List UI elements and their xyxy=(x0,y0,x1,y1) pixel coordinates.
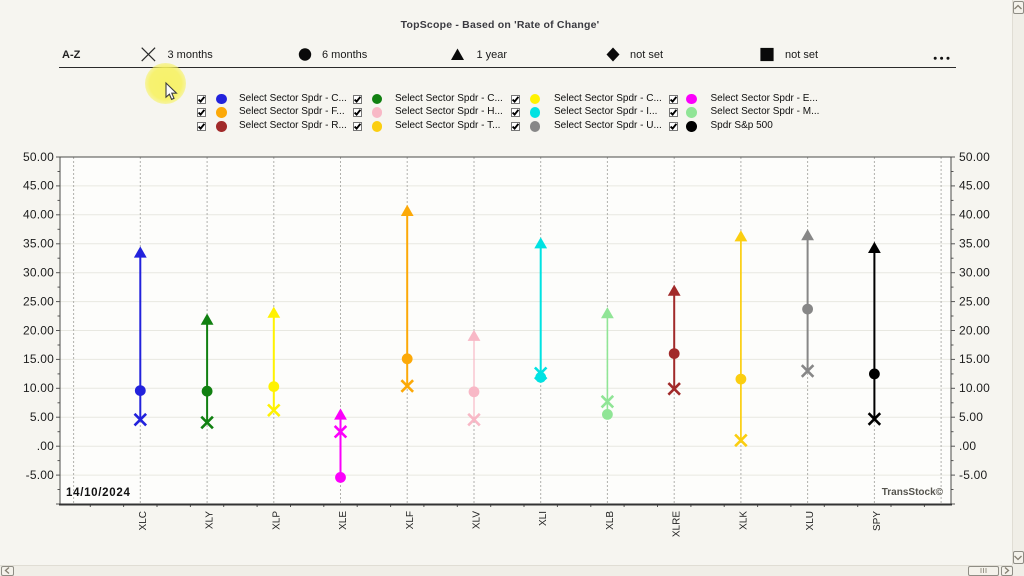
svg-text:XLRE: XLRE xyxy=(672,511,683,537)
svg-text:SPY: SPY xyxy=(872,511,883,531)
svg-text:-5.00: -5.00 xyxy=(26,468,54,482)
svg-text:14/10/2024: 14/10/2024 xyxy=(66,487,131,499)
svg-text:40.00: 40.00 xyxy=(959,208,990,222)
svg-text:45.00: 45.00 xyxy=(959,179,990,193)
svg-text:XLU: XLU xyxy=(805,511,816,530)
svg-text:30.00: 30.00 xyxy=(959,266,990,280)
svg-text:XLB: XLB xyxy=(605,511,616,530)
svg-text:XLI: XLI xyxy=(538,511,549,526)
svg-text:5.00: 5.00 xyxy=(30,410,54,424)
svg-text:5.00: 5.00 xyxy=(959,410,983,424)
svg-text:20.00: 20.00 xyxy=(959,323,990,337)
svg-text:35.00: 35.00 xyxy=(959,237,990,251)
svg-text:10.00: 10.00 xyxy=(959,381,990,395)
svg-text:.00: .00 xyxy=(959,439,976,453)
svg-text:XLF: XLF xyxy=(405,511,416,529)
svg-text:XLY: XLY xyxy=(205,511,216,529)
svg-text:20.00: 20.00 xyxy=(23,323,54,337)
svg-text:XLK: XLK xyxy=(738,511,749,530)
svg-text:30.00: 30.00 xyxy=(23,266,54,280)
svg-text:35.00: 35.00 xyxy=(23,237,54,251)
svg-text:XLP: XLP xyxy=(271,511,282,530)
svg-text:10.00: 10.00 xyxy=(23,381,54,395)
svg-text:15.00: 15.00 xyxy=(23,352,54,366)
svg-text:45.00: 45.00 xyxy=(23,179,54,193)
svg-text:-5.00: -5.00 xyxy=(959,468,987,482)
svg-text:XLV: XLV xyxy=(472,511,483,529)
svg-text:50.00: 50.00 xyxy=(23,150,54,164)
svg-text:25.00: 25.00 xyxy=(959,294,990,308)
svg-text:25.00: 25.00 xyxy=(23,294,54,308)
svg-text:.00: .00 xyxy=(37,439,54,453)
svg-text:40.00: 40.00 xyxy=(23,208,54,222)
svg-text:50.00: 50.00 xyxy=(959,150,990,164)
svg-text:TransStock©: TransStock© xyxy=(882,487,944,498)
svg-text:15.00: 15.00 xyxy=(959,352,990,366)
svg-text:XLE: XLE xyxy=(338,511,349,530)
svg-text:XLC: XLC xyxy=(138,511,149,530)
